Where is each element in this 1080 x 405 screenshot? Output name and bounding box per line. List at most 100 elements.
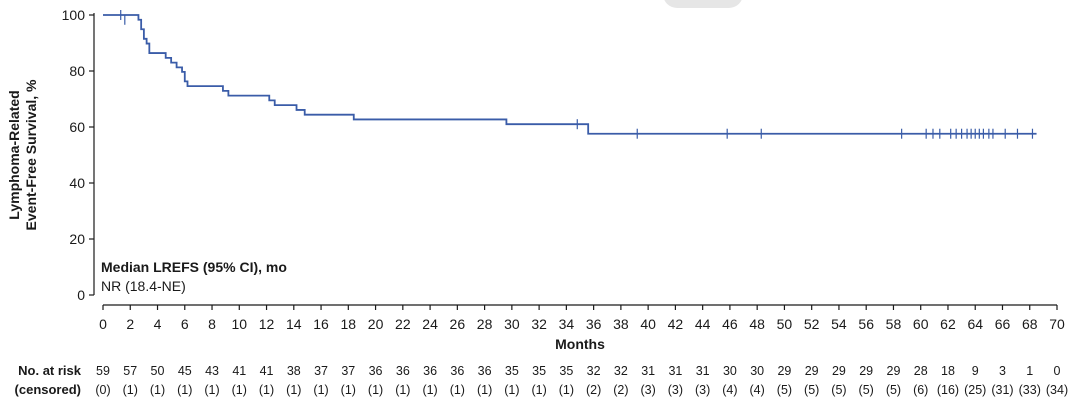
at-risk-value: 29 — [887, 364, 901, 378]
censored-value: (1) — [559, 383, 574, 397]
top-overlay-tab — [663, 0, 743, 8]
at-risk-value: 29 — [832, 364, 846, 378]
at-risk-value: 35 — [532, 364, 546, 378]
x-tick-label: 70 — [1049, 316, 1065, 332]
at-risk-value: 57 — [123, 364, 137, 378]
censored-value: (1) — [395, 383, 410, 397]
at-risk-value: 38 — [287, 364, 301, 378]
censored-value: (1) — [450, 383, 465, 397]
censored-value: (33) — [1019, 383, 1041, 397]
y-tick-label: 100 — [62, 7, 86, 23]
risk-label-at-risk: No. at risk — [18, 363, 82, 378]
at-risk-value: 50 — [151, 364, 165, 378]
y-axis-title-line2: Event-Free Survival, % — [23, 79, 39, 231]
at-risk-value: 59 — [96, 364, 110, 378]
censored-value: (1) — [504, 383, 519, 397]
at-risk-value: 30 — [750, 364, 764, 378]
at-risk-value: 45 — [178, 364, 192, 378]
x-tick-label: 66 — [995, 316, 1011, 332]
x-tick-label: 6 — [181, 316, 189, 332]
x-tick-label: 8 — [208, 316, 216, 332]
censored-value: (5) — [804, 383, 819, 397]
at-risk-value: 36 — [396, 364, 410, 378]
censored-value: (3) — [668, 383, 683, 397]
y-tick-label: 80 — [69, 63, 85, 79]
x-tick-label: 68 — [1022, 316, 1038, 332]
censor-marks — [120, 10, 1034, 139]
risk-table: No. at risk (censored) 59 (0) 57 (1) 50 (1) 45… — [15, 363, 1069, 397]
censored-value: (5) — [886, 383, 901, 397]
x-tick-label: 20 — [368, 316, 384, 332]
x-tick-label: 32 — [531, 316, 547, 332]
censored-value: (1) — [368, 383, 383, 397]
censored-value: (1) — [123, 383, 138, 397]
y-tick-label: 0 — [77, 287, 85, 303]
km-series — [103, 14, 1037, 135]
x-tick-label: 62 — [940, 316, 956, 332]
censored-value: (31) — [991, 383, 1013, 397]
at-risk-value: 32 — [614, 364, 628, 378]
censored-value: (1) — [313, 383, 328, 397]
x-tick-label: 22 — [395, 316, 411, 332]
at-risk-value: 29 — [859, 364, 873, 378]
y-ticks: 0 20 40 60 80 100 — [62, 7, 94, 303]
at-risk-value: 37 — [314, 364, 328, 378]
at-risk-value: 28 — [914, 364, 928, 378]
x-tick-label: 42 — [668, 316, 684, 332]
at-risk-value: 3 — [999, 364, 1006, 378]
x-tick-label: 56 — [858, 316, 874, 332]
censored-value: (1) — [286, 383, 301, 397]
x-tick-label: 18 — [341, 316, 357, 332]
y-tick-label: 20 — [69, 231, 85, 247]
x-tick-label: 12 — [259, 316, 275, 332]
censored-value: (1) — [232, 383, 247, 397]
censored-value: (5) — [831, 383, 846, 397]
censored-value: (34) — [1046, 383, 1068, 397]
x-tick-label: 40 — [640, 316, 656, 332]
censored-value: (4) — [722, 383, 737, 397]
x-tick-label: 60 — [913, 316, 929, 332]
censored-value: (16) — [937, 383, 959, 397]
at-risk-value: 30 — [723, 364, 737, 378]
x-tick-label: 0 — [99, 316, 107, 332]
censored-value: (1) — [477, 383, 492, 397]
x-tick-label: 50 — [777, 316, 793, 332]
censored-value: (1) — [204, 383, 219, 397]
at-risk-value: 29 — [805, 364, 819, 378]
annotation-title: Median LREFS (95% CI), mo — [101, 259, 287, 275]
x-ticks: 0 2 4 6 8 10 12 14 16 18 20 22 24 26 28 30 32 34 36 38 40 42 4… — [99, 305, 1065, 332]
censored-value: (1) — [150, 383, 165, 397]
censored-value: (6) — [913, 383, 928, 397]
censored-value: (5) — [859, 383, 874, 397]
x-tick-label: 2 — [126, 316, 134, 332]
censored-value: (2) — [586, 383, 601, 397]
at-risk-value: 31 — [641, 364, 655, 378]
censored-value: (5) — [777, 383, 792, 397]
x-tick-label: 10 — [231, 316, 247, 332]
censored-value: (1) — [341, 383, 356, 397]
x-tick-label: 36 — [586, 316, 602, 332]
censored-value: (0) — [95, 383, 110, 397]
y-axis-title: Lymphoma-Related Event-Free Survival, % — [6, 79, 39, 231]
x-tick-label: 38 — [613, 316, 629, 332]
axes — [93, 13, 1057, 306]
x-tick-label: 48 — [749, 316, 765, 332]
at-risk-value: 36 — [369, 364, 383, 378]
at-risk-value: 0 — [1054, 364, 1061, 378]
at-risk-value: 35 — [505, 364, 519, 378]
x-tick-label: 54 — [831, 316, 847, 332]
at-risk-value: 36 — [478, 364, 492, 378]
censored-value: (3) — [695, 383, 710, 397]
x-tick-label: 26 — [450, 316, 466, 332]
annotation-text: NR (18.4-NE) — [101, 278, 186, 294]
x-tick-label: 44 — [695, 316, 711, 332]
censored-value: (1) — [422, 383, 437, 397]
x-tick-label: 58 — [886, 316, 902, 332]
x-axis-title: Months — [555, 336, 605, 352]
at-risk-value: 36 — [423, 364, 437, 378]
x-tick-label: 16 — [313, 316, 329, 332]
censored-value: (2) — [613, 383, 628, 397]
censored-value: (25) — [964, 383, 986, 397]
y-tick-label: 60 — [69, 119, 85, 135]
